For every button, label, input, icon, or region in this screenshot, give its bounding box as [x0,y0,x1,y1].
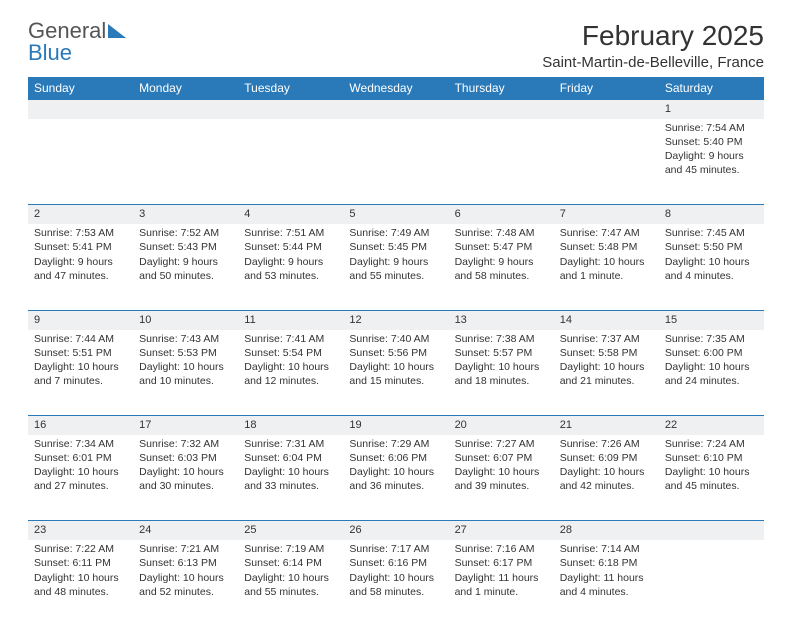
day-cell: Sunrise: 7:52 AM Sunset: 5:43 PM Dayligh… [133,224,238,310]
day-body-row: Sunrise: 7:54 AM Sunset: 5:40 PM Dayligh… [28,119,764,205]
day-number [659,521,764,540]
logo-triangle-icon [108,24,126,38]
day-number: 19 [343,416,448,435]
weekday-header-row: SundayMondayTuesdayWednesdayThursdayFrid… [28,77,764,100]
day-body-row: Sunrise: 7:53 AM Sunset: 5:41 PM Dayligh… [28,224,764,310]
day-cell [449,119,554,205]
header: General Blue February 2025 Saint-Martin-… [28,20,764,71]
day-cell: Sunrise: 7:32 AM Sunset: 6:03 PM Dayligh… [133,435,238,521]
day-cell: Sunrise: 7:31 AM Sunset: 6:04 PM Dayligh… [238,435,343,521]
day-cell [28,119,133,205]
weekday-header: Monday [133,77,238,100]
day-cell: Sunrise: 7:41 AM Sunset: 5:54 PM Dayligh… [238,330,343,416]
page-title: February 2025 [542,20,764,52]
logo-word2: Blue [28,40,72,65]
day-number: 15 [659,310,764,329]
day-number-row: 1 [28,100,764,119]
day-cell [554,119,659,205]
day-number: 10 [133,310,238,329]
day-cell: Sunrise: 7:29 AM Sunset: 6:06 PM Dayligh… [343,435,448,521]
day-cell [133,119,238,205]
day-number [133,100,238,119]
day-cell: Sunrise: 7:26 AM Sunset: 6:09 PM Dayligh… [554,435,659,521]
day-number: 26 [343,521,448,540]
day-number: 18 [238,416,343,435]
day-number [343,100,448,119]
day-number: 17 [133,416,238,435]
day-body-row: Sunrise: 7:22 AM Sunset: 6:11 PM Dayligh… [28,540,764,626]
day-cell: Sunrise: 7:38 AM Sunset: 5:57 PM Dayligh… [449,330,554,416]
day-cell: Sunrise: 7:48 AM Sunset: 5:47 PM Dayligh… [449,224,554,310]
logo-text: General Blue [28,20,126,64]
day-cell: Sunrise: 7:44 AM Sunset: 5:51 PM Dayligh… [28,330,133,416]
day-number-row: 2345678 [28,205,764,224]
day-number: 2 [28,205,133,224]
weekday-header: Thursday [449,77,554,100]
day-number: 22 [659,416,764,435]
day-number-row: 232425262728 [28,521,764,540]
weekday-header: Friday [554,77,659,100]
day-number: 27 [449,521,554,540]
day-number: 28 [554,521,659,540]
day-body-row: Sunrise: 7:34 AM Sunset: 6:01 PM Dayligh… [28,435,764,521]
calendar-table: SundayMondayTuesdayWednesdayThursdayFrid… [28,77,764,626]
day-number: 12 [343,310,448,329]
weekday-header: Wednesday [343,77,448,100]
day-cell: Sunrise: 7:40 AM Sunset: 5:56 PM Dayligh… [343,330,448,416]
day-body-row: Sunrise: 7:44 AM Sunset: 5:51 PM Dayligh… [28,330,764,416]
day-number: 1 [659,100,764,119]
day-cell: Sunrise: 7:19 AM Sunset: 6:14 PM Dayligh… [238,540,343,626]
location: Saint-Martin-de-Belleville, France [542,54,764,71]
day-number: 20 [449,416,554,435]
day-number: 23 [28,521,133,540]
day-number: 21 [554,416,659,435]
weekday-header: Saturday [659,77,764,100]
day-cell: Sunrise: 7:45 AM Sunset: 5:50 PM Dayligh… [659,224,764,310]
day-cell: Sunrise: 7:14 AM Sunset: 6:18 PM Dayligh… [554,540,659,626]
day-number: 6 [449,205,554,224]
day-cell: Sunrise: 7:17 AM Sunset: 6:16 PM Dayligh… [343,540,448,626]
day-number: 4 [238,205,343,224]
day-number: 11 [238,310,343,329]
day-cell: Sunrise: 7:35 AM Sunset: 6:00 PM Dayligh… [659,330,764,416]
day-cell: Sunrise: 7:22 AM Sunset: 6:11 PM Dayligh… [28,540,133,626]
day-cell: Sunrise: 7:43 AM Sunset: 5:53 PM Dayligh… [133,330,238,416]
day-cell: Sunrise: 7:27 AM Sunset: 6:07 PM Dayligh… [449,435,554,521]
day-cell: Sunrise: 7:47 AM Sunset: 5:48 PM Dayligh… [554,224,659,310]
day-number: 14 [554,310,659,329]
day-number: 7 [554,205,659,224]
day-cell: Sunrise: 7:37 AM Sunset: 5:58 PM Dayligh… [554,330,659,416]
day-number-row: 16171819202122 [28,416,764,435]
weekday-header: Sunday [28,77,133,100]
day-number [449,100,554,119]
day-number [554,100,659,119]
day-number: 9 [28,310,133,329]
day-cell: Sunrise: 7:16 AM Sunset: 6:17 PM Dayligh… [449,540,554,626]
day-cell [343,119,448,205]
day-number [28,100,133,119]
day-number: 24 [133,521,238,540]
day-number: 3 [133,205,238,224]
day-cell: Sunrise: 7:34 AM Sunset: 6:01 PM Dayligh… [28,435,133,521]
day-cell [238,119,343,205]
logo: General Blue [28,20,126,64]
day-cell: Sunrise: 7:53 AM Sunset: 5:41 PM Dayligh… [28,224,133,310]
day-number: 16 [28,416,133,435]
day-cell [659,540,764,626]
day-number [238,100,343,119]
weekday-header: Tuesday [238,77,343,100]
day-cell: Sunrise: 7:54 AM Sunset: 5:40 PM Dayligh… [659,119,764,205]
day-cell: Sunrise: 7:24 AM Sunset: 6:10 PM Dayligh… [659,435,764,521]
day-number: 5 [343,205,448,224]
day-cell: Sunrise: 7:49 AM Sunset: 5:45 PM Dayligh… [343,224,448,310]
day-number: 8 [659,205,764,224]
day-cell: Sunrise: 7:21 AM Sunset: 6:13 PM Dayligh… [133,540,238,626]
day-cell: Sunrise: 7:51 AM Sunset: 5:44 PM Dayligh… [238,224,343,310]
day-number: 25 [238,521,343,540]
title-block: February 2025 Saint-Martin-de-Belleville… [542,20,764,71]
day-number: 13 [449,310,554,329]
day-number-row: 9101112131415 [28,310,764,329]
